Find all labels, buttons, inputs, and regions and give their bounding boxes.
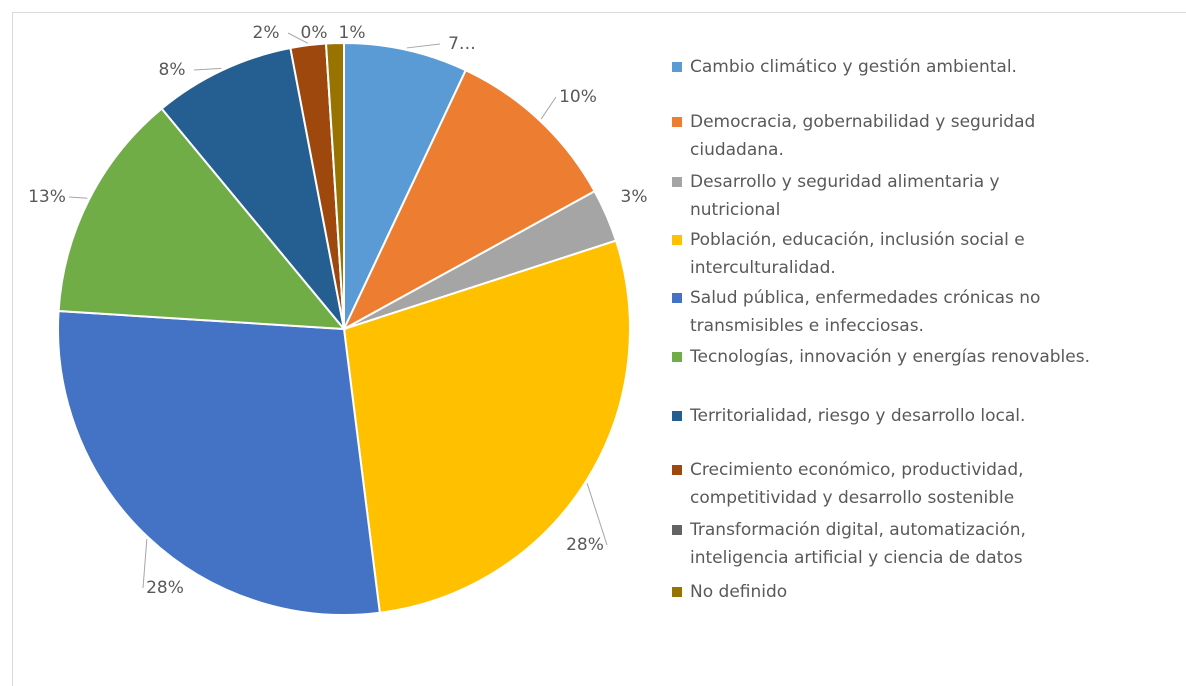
legend-item: Crecimiento económico, productividad, co…: [672, 456, 1072, 512]
data-label: 28%: [566, 535, 604, 555]
legend-label: Desarrollo y seguridad alimentaria y nut…: [690, 172, 1000, 220]
legend-label: Territorialidad, riesgo y desarrollo loc…: [690, 406, 1026, 426]
legend-swatch: [672, 293, 682, 303]
legend-swatch: [672, 117, 682, 127]
data-label: 8%: [159, 60, 186, 80]
data-label: 7…: [448, 34, 476, 54]
legend-label: Tecnologías, innovación y energías renov…: [690, 347, 1090, 367]
leader-line: [68, 196, 88, 199]
legend-item: Democracia, gobernabilidad y seguridad c…: [672, 108, 1082, 164]
legend-item: Territorialidad, riesgo y desarrollo loc…: [672, 402, 1152, 430]
legend-item: Población, educación, inclusión social e…: [672, 226, 1072, 282]
leader-line: [540, 96, 557, 120]
legend-item: Salud pública, enfermedades crónicas no …: [672, 284, 1092, 340]
legend-item: Desarrollo y seguridad alimentaria y nut…: [672, 168, 1042, 224]
legend-label: Transformación digital, automatización, …: [690, 520, 1026, 568]
legend-label: Población, educación, inclusión social e…: [690, 230, 1025, 278]
data-label: 3%: [621, 187, 648, 207]
legend-swatch: [672, 411, 682, 421]
legend-item: Tecnologías, innovación y energías renov…: [672, 343, 1152, 371]
legend-label: No definido: [690, 582, 788, 602]
pie-slice: [160, 46, 345, 330]
data-label: 28%: [146, 578, 184, 598]
pie-slice: [342, 239, 631, 614]
pie-slice: [324, 41, 345, 330]
legend-item: Cambio climático y gestión ambiental.: [672, 53, 1152, 81]
data-label: 2%: [253, 23, 280, 43]
data-label: 0%: [301, 23, 328, 43]
legend-swatch: [672, 465, 682, 475]
legend-label: Cambio climático y gestión ambiental.: [690, 57, 1017, 77]
data-label: 1%: [339, 23, 366, 43]
legend-label: Crecimiento económico, productividad, co…: [690, 460, 1024, 508]
pie-slice: [343, 41, 468, 330]
frame: [12, 12, 1186, 686]
legend-swatch: [672, 525, 682, 535]
pie-slice: [341, 68, 596, 332]
data-label: 13%: [28, 187, 66, 207]
pie-slice: [57, 309, 381, 616]
leader-line: [287, 32, 309, 44]
legend-swatch: [672, 62, 682, 72]
leader-line: [193, 67, 222, 71]
leader-line: [406, 43, 441, 49]
legend-swatch: [672, 177, 682, 187]
legend-swatch: [672, 352, 682, 362]
legend-swatch: [672, 235, 682, 245]
pie-slice: [57, 107, 347, 331]
leader-line: [586, 483, 608, 546]
leader-line: [142, 538, 148, 589]
legend-item: No definido: [672, 578, 1152, 606]
legend-label: Democracia, gobernabilidad y seguridad c…: [690, 112, 1036, 160]
legend-swatch: [672, 587, 682, 597]
data-label: 10%: [559, 87, 597, 107]
legend-item: Transformación digital, automatización, …: [672, 516, 1072, 572]
legend-label: Salud pública, enfermedades crónicas no …: [690, 288, 1041, 336]
